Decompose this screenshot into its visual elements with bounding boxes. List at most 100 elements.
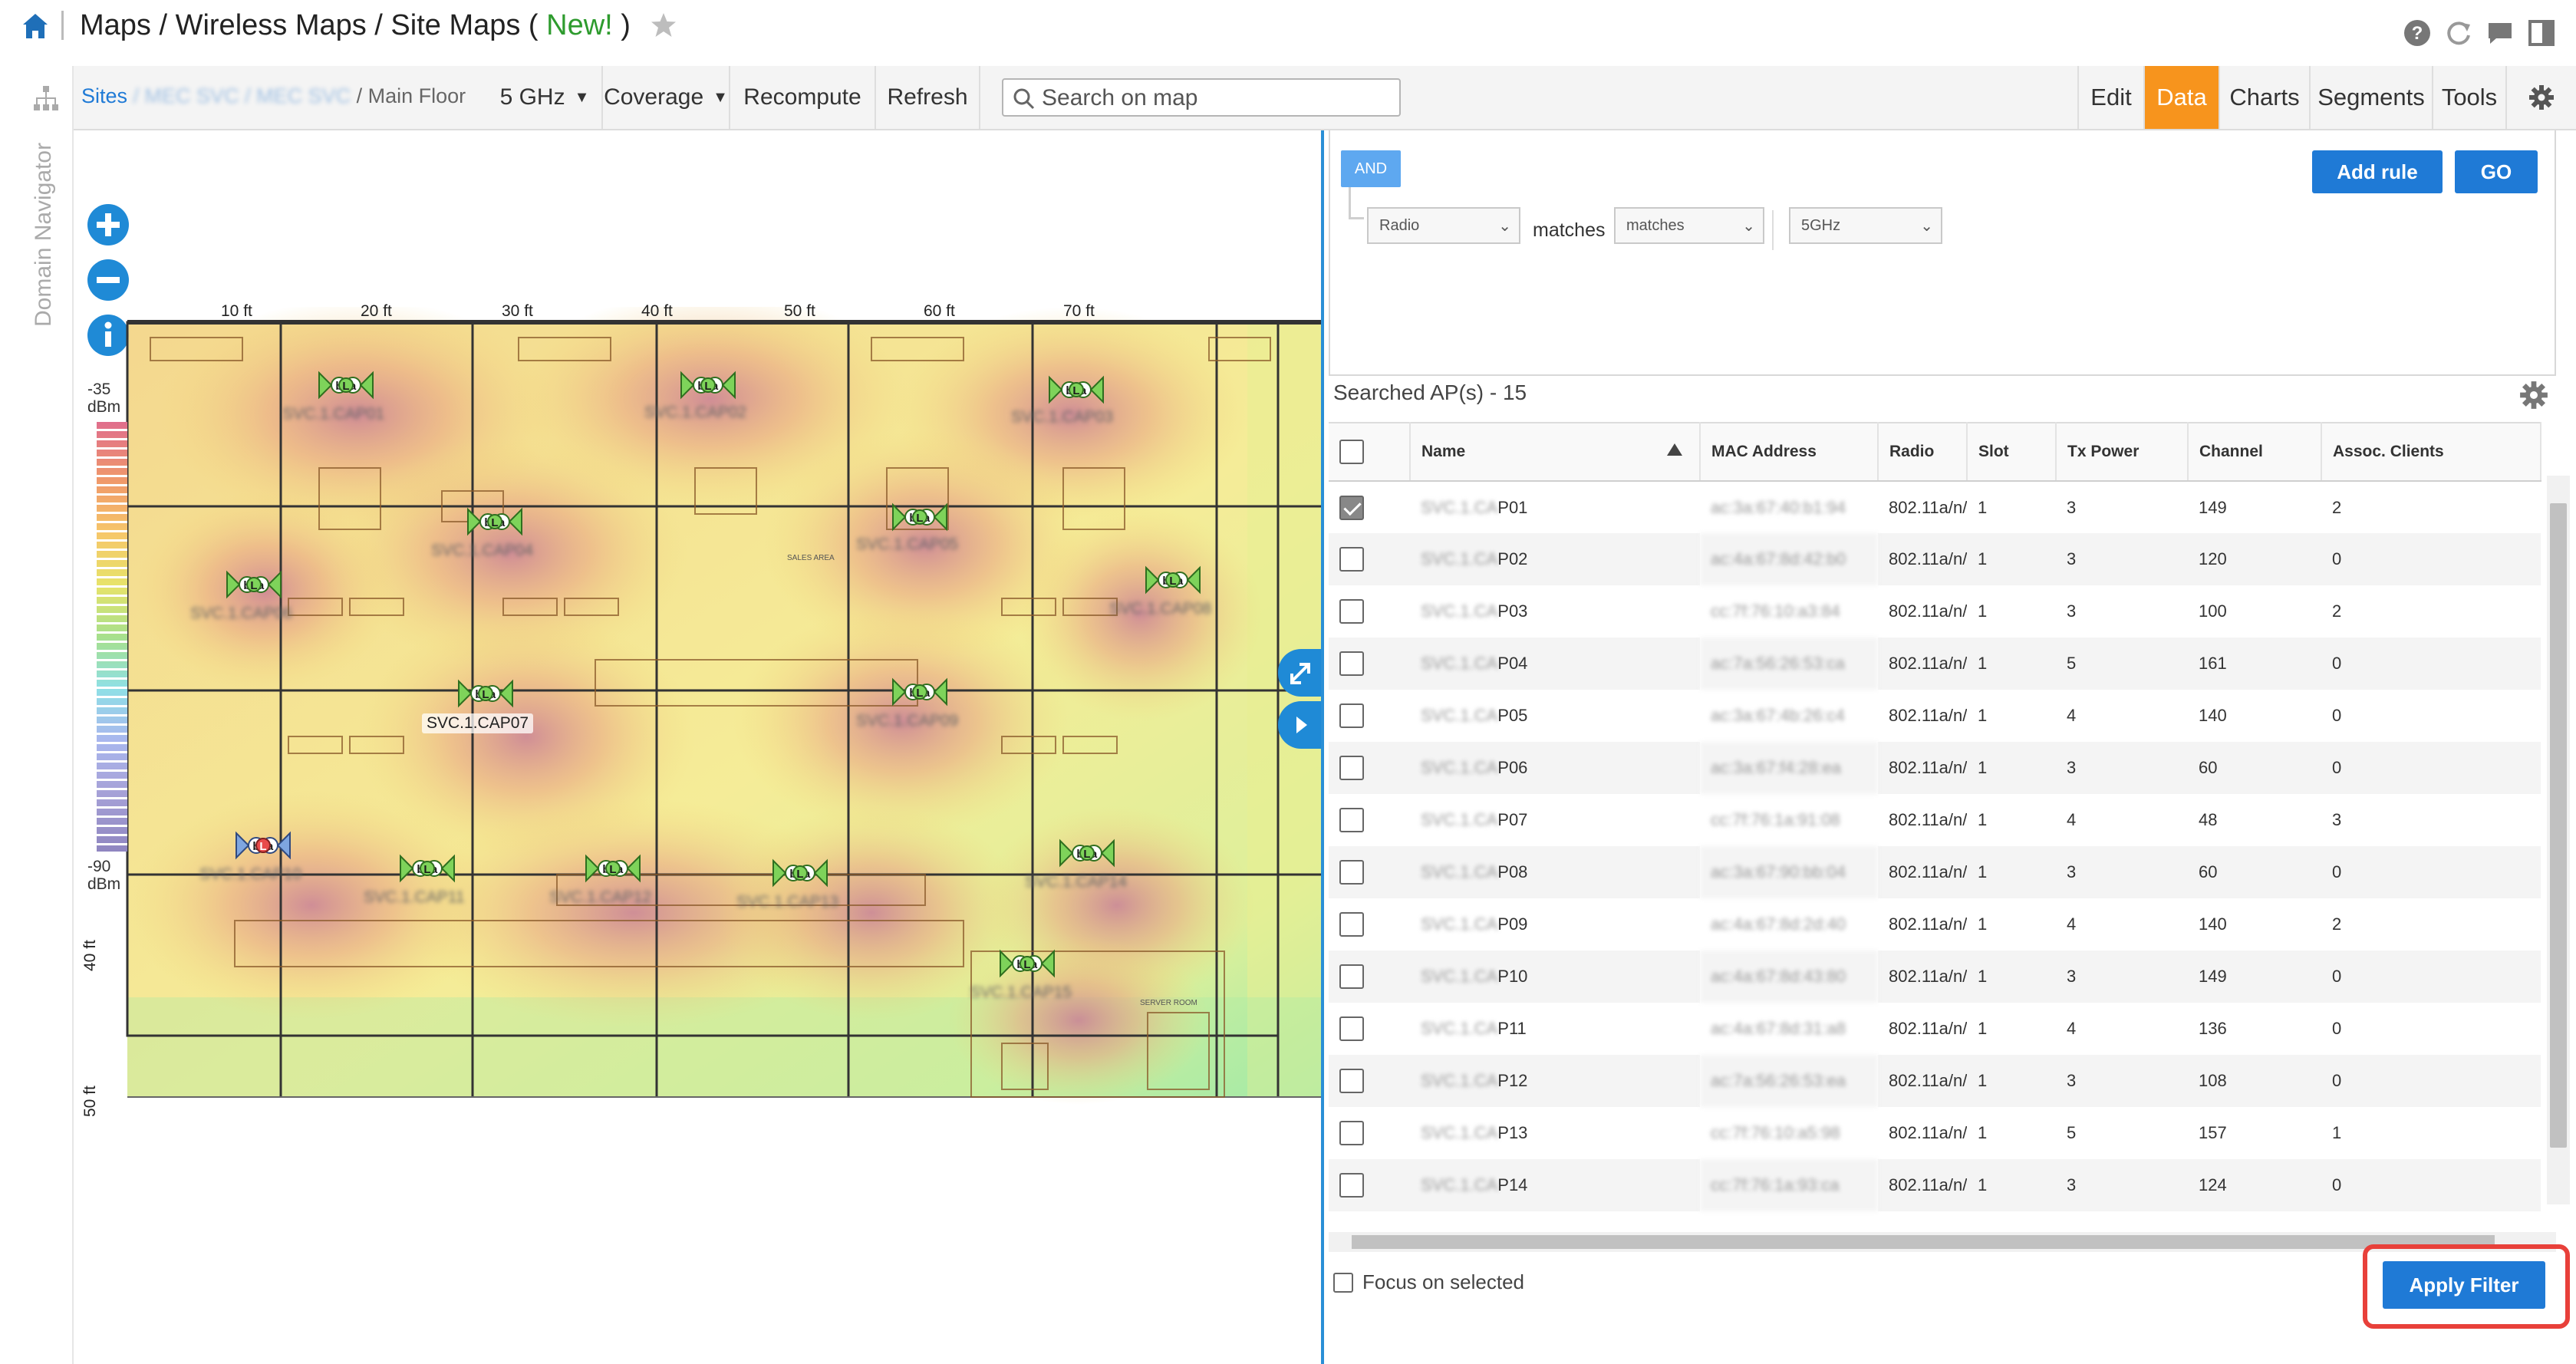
search-input[interactable] — [1042, 84, 1395, 112]
chevron-down-icon: ⌄ — [1498, 218, 1511, 235]
cell-channel: 100 — [2199, 601, 2227, 621]
rule-value-select[interactable]: 5GHz ⌄ — [1789, 207, 1942, 244]
ap-marker[interactable] — [1059, 838, 1115, 868]
table-row[interactable]: SVC.1.CAP07 cc:7f:76:1a:91:08 802.11a/n/ac… — [1329, 794, 2541, 846]
scrollbar-thumb[interactable] — [2550, 503, 2567, 1148]
row-checkbox[interactable] — [1339, 1121, 1364, 1145]
zoom-out-icon[interactable] — [86, 258, 130, 302]
ap-marker[interactable] — [680, 370, 736, 400]
scrollbar-thumb[interactable] — [1352, 1235, 2495, 1249]
row-checkbox[interactable] — [1339, 808, 1364, 832]
sites-path[interactable]: / MEC SVC / MEC SVC — [133, 84, 351, 107]
settings-button[interactable] — [2505, 66, 2576, 129]
column-slot[interactable]: Slot — [1967, 422, 2057, 482]
domain-navigator[interactable]: Domain Navigator — [0, 66, 74, 1364]
table-row[interactable]: SVC.1.CAP11 ac:4a:67:8d:31:a8 802.11a/n/ac… — [1329, 1003, 2541, 1055]
tab-edit[interactable]: Edit — [2077, 66, 2143, 129]
rule-field-select[interactable]: Radio ⌄ — [1367, 207, 1520, 244]
row-checkbox[interactable] — [1339, 912, 1364, 937]
row-checkbox[interactable] — [1339, 860, 1364, 885]
sort-asc-icon — [1667, 443, 1682, 456]
ap-label: SVC.1.CAP03 — [1011, 408, 1114, 426]
tab-data[interactable]: Data — [2143, 66, 2219, 129]
tree-icon[interactable] — [32, 84, 60, 112]
row-checkbox[interactable] — [1339, 703, 1364, 728]
ap-marker[interactable] — [891, 677, 948, 707]
cell-name-suffix: P08 — [1497, 862, 1528, 881]
ap-marker-alert[interactable] — [235, 830, 292, 861]
ap-marker[interactable] — [399, 853, 456, 884]
ap-marker[interactable] — [466, 506, 523, 537]
table-row[interactable]: SVC.1.CAP06ac:3a:67:f4:28:ea802.11a/n/ac… — [1329, 742, 2541, 794]
table-row[interactable]: SVC.1.CAP09 ac:4a:67:8d:2d:40 802.11a/n/ac… — [1329, 898, 2541, 951]
floor-plan-heatmap[interactable]: SALES AREA SERVER ROOM — [97, 307, 1370, 1258]
table-row[interactable]: SVC.1.CAP10ac:4a:67:8d:43:80802.11a/n/ac… — [1329, 951, 2541, 1003]
tab-segments[interactable]: Segments — [2309, 66, 2432, 129]
panel-icon[interactable] — [2527, 18, 2556, 48]
refresh-icon[interactable] — [2444, 18, 2473, 48]
table-row[interactable]: SVC.1.CAP08ac:3a:67:90:bb:04802.11a/n/ac… — [1329, 846, 2541, 898]
ap-marker[interactable] — [772, 858, 828, 888]
row-checkbox[interactable] — [1339, 651, 1364, 676]
zoom-in-icon[interactable] — [86, 203, 130, 247]
row-checkbox[interactable] — [1339, 1069, 1364, 1093]
table-row[interactable]: SVC.1.CAP14cc:7f:76:1a:93:ca802.11a/n/ac… — [1329, 1159, 2541, 1211]
go-button[interactable]: GO — [2455, 150, 2538, 193]
table-row[interactable]: SVC.1.CAP02ac:4a:67:8d:42:b0802.11a/n/ac… — [1329, 533, 2541, 585]
ap-marker[interactable] — [1145, 565, 1201, 595]
table-row[interactable]: SVC.1.CAP12ac:7a:56:26:53:ea802.11a/n/ac… — [1329, 1055, 2541, 1107]
row-checkbox[interactable] — [1339, 547, 1364, 572]
info-icon[interactable] — [86, 313, 130, 357]
apply-filter-button[interactable]: Apply Filter — [2383, 1261, 2545, 1309]
ap-marker[interactable] — [585, 853, 641, 884]
gear-icon[interactable] — [2519, 381, 2548, 410]
table-row[interactable]: SVC.1.CAP13 cc:7f:76:10:a5:98 802.11a/n/ac… — [1329, 1107, 2541, 1159]
table-row[interactable]: SVC.1.CAP01 ac:3a:67:40:b1:94 802.11a/n/ac… — [1329, 481, 2541, 533]
star-icon[interactable] — [649, 11, 678, 40]
ap-marker[interactable] — [891, 502, 948, 532]
table-row[interactable]: SVC.1.CAP03 cc:7f:76:10:a3:84 802.11a/n/ac… — [1329, 585, 2541, 638]
table-row[interactable]: SVC.1.CAP05 ac:3a:67:4b:26:c4 802.11a/n/ac… — [1329, 690, 2541, 742]
help-icon[interactable]: ? — [2403, 18, 2432, 48]
focus-on-selected[interactable]: Focus on selected — [1333, 1270, 1524, 1294]
and-operator-button[interactable]: AND — [1341, 150, 1401, 187]
ap-marker[interactable] — [999, 948, 1056, 979]
row-checkbox[interactable] — [1339, 756, 1364, 780]
new-badge[interactable]: New! — [546, 9, 613, 41]
home-icon[interactable] — [20, 11, 51, 41]
select-all-checkbox[interactable] — [1339, 440, 1364, 464]
tab-charts[interactable]: Charts — [2219, 66, 2309, 129]
recompute-button[interactable]: Recompute — [729, 66, 875, 129]
rule-operator-select[interactable]: matches ⌄ — [1614, 207, 1764, 244]
column-mac[interactable]: MAC Address — [1700, 422, 1879, 482]
sites-link[interactable]: Sites — [81, 84, 128, 107]
table-horizontal-scrollbar[interactable] — [1329, 1232, 2556, 1252]
column-tx-power[interactable]: Tx Power — [2056, 422, 2189, 482]
cell-slot: 1 — [1967, 846, 2056, 898]
table-vertical-scrollbar[interactable] — [2547, 476, 2570, 1204]
expand-map-button[interactable] — [1278, 649, 1323, 697]
add-rule-button[interactable]: Add rule — [2312, 150, 2443, 193]
focus-checkbox[interactable] — [1333, 1272, 1353, 1293]
table-row[interactable]: SVC.1.CAP04ac:7a:56:26:53:ca802.11a/n/ac… — [1329, 638, 2541, 690]
row-checkbox[interactable] — [1339, 495, 1364, 520]
ap-marker[interactable] — [457, 678, 514, 709]
ap-marker[interactable] — [1048, 374, 1105, 405]
row-checkbox[interactable] — [1339, 964, 1364, 989]
band-dropdown[interactable]: 5 GHz ▼ — [488, 66, 601, 129]
overlay-dropdown[interactable]: Coverage ▼ — [601, 66, 729, 129]
row-checkbox[interactable] — [1339, 599, 1364, 624]
column-radio[interactable]: Radio — [1878, 422, 1968, 482]
chat-icon[interactable] — [2485, 18, 2515, 48]
row-checkbox[interactable] — [1339, 1016, 1364, 1041]
column-clients[interactable]: Assoc. Clients — [2321, 422, 2541, 482]
column-channel[interactable]: Channel — [2188, 422, 2322, 482]
map-canvas[interactable]: SALES AREA SERVER ROOM 10 ft 20 ft 30 ft… — [74, 130, 1332, 1364]
column-name[interactable]: Name — [1410, 422, 1701, 482]
ap-marker[interactable] — [318, 370, 374, 400]
ap-marker[interactable] — [226, 569, 282, 600]
toggle-panel-button[interactable] — [1278, 701, 1323, 749]
refresh-button[interactable]: Refresh — [875, 66, 980, 129]
row-checkbox[interactable] — [1339, 1173, 1364, 1198]
tab-tools[interactable]: Tools — [2432, 66, 2505, 129]
